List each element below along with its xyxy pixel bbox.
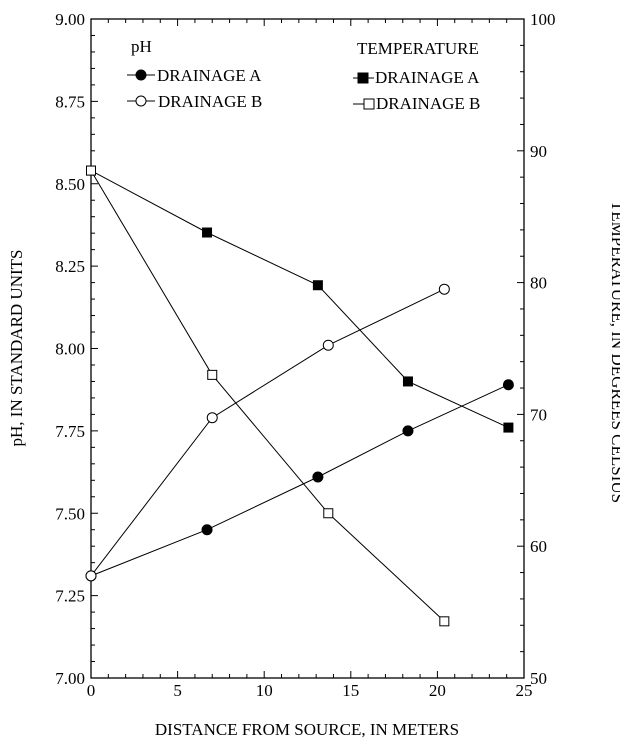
point-ph-drainage-a [502, 379, 514, 391]
series-markers-layer [85, 165, 514, 627]
y-right-tick-label: 60 [530, 537, 547, 556]
ticks-layer: 0 5 10 15 20 25 7.00 7.25 7.50 7.75 8.00 8.25 8.50 8.… [55, 10, 555, 700]
y-right-tick-label: 100 [530, 10, 556, 29]
y-left-tick-label: 8.50 [55, 175, 85, 194]
x-tick-label: 0 [87, 681, 96, 700]
y-right-tick-label: 70 [530, 405, 547, 424]
y-right-tick-label: 80 [530, 274, 547, 293]
y-left-tick-label: 9.00 [55, 10, 85, 29]
legend-ph-b-marker [135, 95, 147, 107]
x-tick-label: 25 [516, 681, 533, 700]
x-tick-label: 10 [256, 681, 273, 700]
point-ph-drainage-b [322, 339, 334, 351]
point-ph-drainage-b [206, 412, 218, 424]
x-tick-label: 20 [429, 681, 446, 700]
y-left-tick-label: 8.00 [55, 340, 85, 359]
y-left-tick-label: 8.75 [55, 92, 85, 111]
legend-ph-a-marker [135, 69, 147, 81]
y-left-tick-label: 7.00 [55, 669, 85, 688]
point-temperature-drainage-b [86, 165, 96, 176]
point-ph-drainage-a [312, 471, 324, 483]
point-ph-drainage-a [402, 425, 414, 437]
x-tick-label: 15 [342, 681, 359, 700]
point-temperature-drainage-a [503, 422, 514, 433]
point-temperature-drainage-a [402, 376, 413, 387]
legend-temp-a-label: DRAINAGE A [375, 68, 480, 87]
point-temperature-drainage-b [323, 508, 334, 519]
legend-ph-title: pH [131, 37, 152, 56]
point-ph-drainage-a [201, 524, 213, 536]
legend-ph-b-label: DRAINAGE B [158, 92, 262, 111]
legend-temp-b-marker [363, 98, 375, 110]
x-axis-label: DISTANCE FROM SOURCE, IN METERS [155, 720, 459, 739]
point-ph-drainage-b [438, 283, 450, 295]
y-axis-right-label: TEMPERATURE, IN DEGREES CELSIUS [608, 201, 620, 503]
series-line-temperature-drainage-b [90, 170, 445, 622]
legend-temp-b-label: DRAINAGE B [376, 94, 480, 113]
legend-ph-a-label: DRAINAGE A [157, 66, 262, 85]
legend-layer: pH DRAINAGE A DRAINAGE B TEMPERATURE DRA… [127, 37, 480, 113]
point-temperature-drainage-a [312, 280, 323, 291]
y-left-tick-label: 7.50 [55, 504, 85, 523]
y-right-tick-label: 50 [530, 669, 547, 688]
point-temperature-drainage-a [202, 227, 213, 238]
y-right-tick-label: 90 [530, 142, 547, 161]
y-left-tick-label: 8.25 [55, 257, 85, 276]
series-line-ph-drainage-b [90, 288, 445, 577]
y-left-tick-label: 7.25 [55, 587, 85, 606]
point-temperature-drainage-b [207, 369, 218, 380]
y-axis-left-label: pH, IN STANDARD UNITS [7, 250, 26, 447]
y-left-tick-label: 7.75 [55, 422, 85, 441]
x-tick-label: 5 [173, 681, 182, 700]
legend-temp-a-marker [357, 72, 369, 84]
point-temperature-drainage-b [439, 616, 450, 627]
point-ph-drainage-b [85, 570, 97, 582]
legend-temp-title: TEMPERATURE [357, 39, 479, 58]
